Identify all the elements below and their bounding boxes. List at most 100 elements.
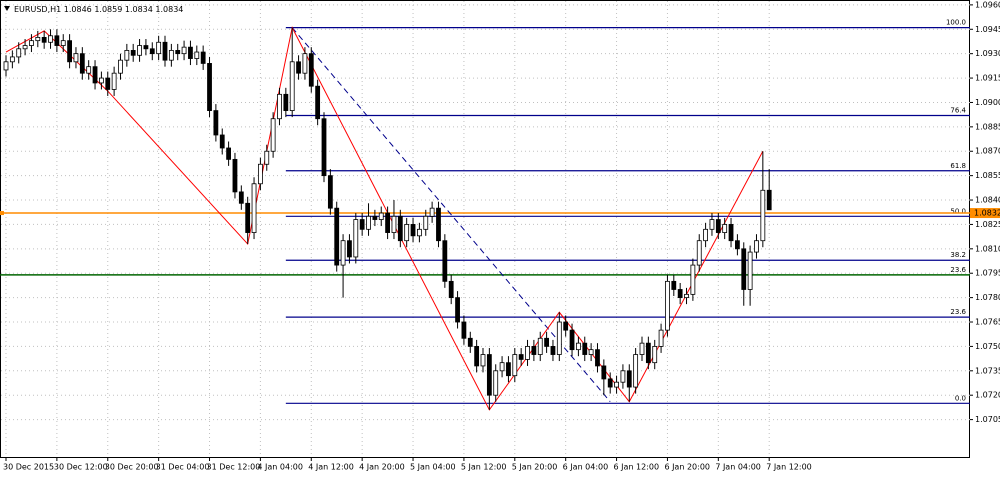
candle-body bbox=[467, 337, 473, 347]
candle-body bbox=[436, 207, 441, 242]
candle-body bbox=[226, 147, 232, 160]
candle-body bbox=[48, 35, 53, 43]
candle-body bbox=[480, 354, 486, 367]
chart-header: EURUSD,H1 1.0846 1.0859 1.0834 1.0834 bbox=[14, 5, 183, 14]
candle-body bbox=[709, 219, 715, 230]
candle-body bbox=[175, 50, 181, 55]
candle-body bbox=[677, 289, 683, 299]
y-tick-label: 1.0825 bbox=[975, 220, 1000, 229]
fib-label: 50.0 bbox=[950, 207, 966, 215]
candle-body bbox=[302, 53, 308, 74]
fib-label: 100.0 bbox=[946, 19, 966, 27]
candle-body bbox=[766, 189, 772, 211]
candle-body bbox=[143, 45, 149, 50]
candle-body bbox=[537, 337, 543, 355]
candle-body bbox=[563, 321, 569, 331]
candle-body bbox=[626, 370, 632, 388]
candles bbox=[3, 27, 772, 410]
candle-body bbox=[86, 66, 92, 74]
candle-body bbox=[219, 134, 225, 149]
candle-body bbox=[308, 53, 314, 87]
candle-body bbox=[41, 37, 47, 43]
candle-body bbox=[416, 228, 422, 237]
close: 1.0834 bbox=[155, 5, 183, 14]
y-tick-label: 1.0945 bbox=[975, 25, 1000, 34]
y-tick-label: 1.0705 bbox=[975, 415, 1000, 424]
x-tick-label: 30 Dec 20:00 bbox=[105, 463, 159, 472]
price-tag bbox=[970, 208, 1000, 219]
y-tick-label: 1.0855 bbox=[975, 171, 1000, 180]
candle-body bbox=[340, 240, 346, 266]
candle-body bbox=[296, 61, 301, 74]
candle-body bbox=[73, 53, 79, 63]
candle-body bbox=[531, 346, 537, 355]
candle-body bbox=[181, 46, 187, 55]
x-tick-label: 31 Dec 04:00 bbox=[156, 463, 210, 472]
candle-body bbox=[569, 329, 575, 351]
candle-body bbox=[404, 224, 410, 242]
candle-body bbox=[156, 41, 162, 55]
candle-body bbox=[213, 110, 219, 136]
candle-body bbox=[29, 40, 34, 46]
candle-body bbox=[448, 280, 454, 299]
x-tick-label: 30 Dec 2015 bbox=[3, 463, 54, 472]
y-tick-label: 1.0720 bbox=[975, 391, 1000, 400]
candle-body bbox=[207, 63, 212, 111]
axes: 1.0960 1.0945 1.0930 1.0915 1.0900 1.0885 1.08… bbox=[3, 0, 1000, 472]
fib-label: 76.4 bbox=[950, 106, 966, 114]
candle-body bbox=[188, 46, 193, 59]
candle-body bbox=[111, 72, 117, 90]
candle-body bbox=[92, 66, 98, 84]
candle-body bbox=[99, 77, 104, 84]
candle-body bbox=[35, 37, 41, 42]
candle-body bbox=[270, 118, 276, 152]
candle-body bbox=[754, 240, 759, 253]
candle-body bbox=[512, 354, 518, 377]
candle-body bbox=[525, 346, 530, 360]
candle-body bbox=[658, 329, 664, 347]
candle-body bbox=[315, 85, 321, 120]
candle-body bbox=[251, 183, 257, 233]
candle-body bbox=[9, 56, 15, 63]
candle-body bbox=[690, 264, 696, 295]
x-tick-label: 30 Dec 12:00 bbox=[54, 463, 108, 472]
candle-body bbox=[264, 150, 270, 165]
candle-body bbox=[544, 337, 549, 347]
candle-body bbox=[359, 219, 365, 230]
symbol: EURUSD,H1 bbox=[14, 5, 61, 14]
x-tick-label: 5 Jan 04:00 bbox=[410, 463, 456, 472]
hline-handle bbox=[0, 211, 4, 216]
candle-body bbox=[194, 51, 200, 59]
candle-body bbox=[277, 93, 282, 120]
candle-body bbox=[665, 280, 670, 331]
y-tick-label: 1.0735 bbox=[975, 366, 1000, 375]
candle-body bbox=[760, 189, 766, 242]
x-tick-label: 4 Jan 04:00 bbox=[257, 463, 303, 472]
candle-body bbox=[741, 248, 747, 290]
candle-body bbox=[16, 48, 22, 58]
candle-body bbox=[595, 349, 600, 367]
candle-body bbox=[200, 51, 206, 64]
candle-body bbox=[442, 240, 448, 282]
hline-label: 23.6 bbox=[950, 266, 966, 274]
candle-body bbox=[506, 362, 511, 377]
candle-body bbox=[372, 215, 378, 220]
candle-body bbox=[696, 240, 702, 266]
x-tick-label: 5 Jan 12:00 bbox=[461, 463, 507, 472]
candle-body bbox=[601, 365, 607, 380]
x-tick-label: 6 Jan 04:00 bbox=[563, 463, 609, 472]
open: 1.0846 bbox=[64, 5, 92, 14]
candle-body bbox=[429, 207, 435, 217]
candle-body bbox=[576, 342, 581, 351]
candle-body bbox=[257, 163, 263, 185]
y-tick-label: 1.0750 bbox=[975, 342, 1000, 351]
candle-body bbox=[620, 370, 626, 383]
x-tick-label: 6 Jan 12:00 bbox=[614, 463, 660, 472]
x-tick-label: 6 Jan 20:00 bbox=[664, 463, 710, 472]
high: 1.0859 bbox=[94, 5, 122, 14]
candle-body bbox=[327, 175, 333, 209]
plot-frame bbox=[0, 0, 970, 458]
candle-body bbox=[366, 215, 371, 230]
candle-body bbox=[54, 35, 60, 46]
candle-body bbox=[3, 61, 9, 71]
